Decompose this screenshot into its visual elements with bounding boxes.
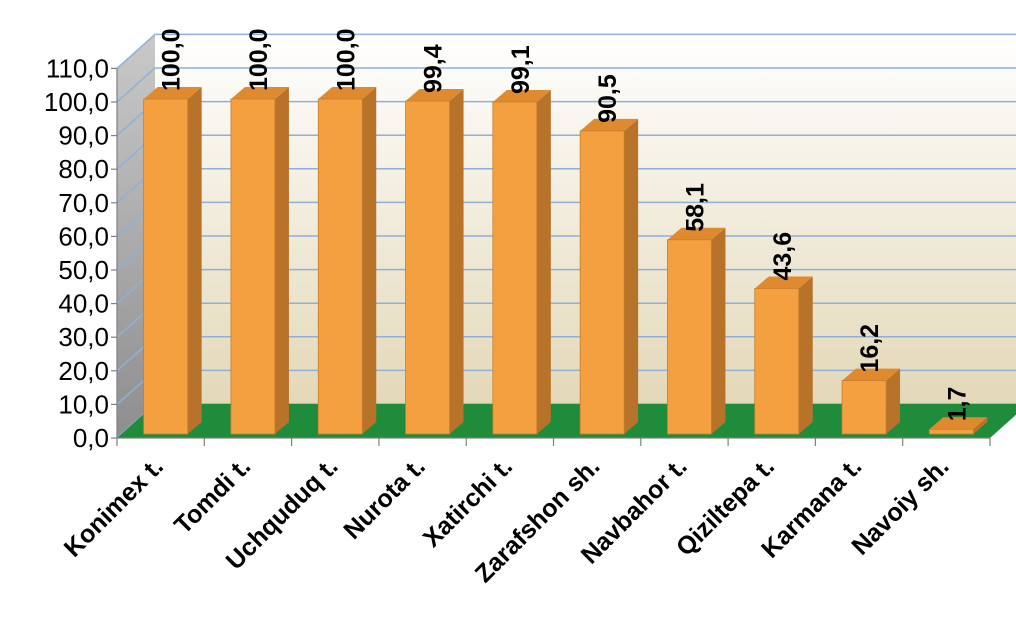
bar-top — [230, 87, 289, 99]
y-tick-label: 40,0 — [58, 289, 109, 319]
bar-side — [449, 89, 464, 435]
y-tick-label: 100,0 — [44, 87, 109, 117]
y-tick-label: 20,0 — [58, 356, 109, 386]
x-axis: Konimex t. Tomdi t.Uchquduq t.Nurota t.Xa… — [59, 437, 991, 588]
bar-front — [667, 239, 712, 435]
bar — [317, 87, 377, 435]
bar-side — [274, 87, 289, 434]
bar-side — [973, 417, 988, 434]
y-tick-label: 80,0 — [58, 154, 109, 184]
data-label: 16,2 — [856, 324, 884, 373]
bar — [230, 87, 289, 435]
bar-front — [928, 428, 974, 435]
x-tick-label: Konimex t. — [59, 452, 169, 562]
data-labels: 100,0 100,0 100,0 99,4 99,1 90,5 58,1 43,6 16,2 1… — [158, 28, 972, 421]
x-tick-label: Tomdi t. — [169, 452, 256, 539]
bar-side — [624, 118, 639, 435]
data-label: 99,4 — [420, 44, 448, 93]
y-tick-label: 0,0 — [73, 423, 109, 453]
y-tick-label: 110,0 — [46, 53, 109, 83]
bar — [841, 368, 901, 435]
bar — [579, 118, 639, 435]
bar-front — [492, 101, 538, 435]
bar-side — [536, 90, 551, 435]
y-tick-label: 70,0 — [58, 188, 109, 218]
gridline — [116, 67, 1016, 103]
data-label: 58,1 — [681, 183, 709, 232]
bar-top — [405, 89, 464, 102]
data-label: 43,6 — [769, 232, 797, 281]
y-tick-label: 50,0 — [58, 255, 109, 285]
y-tick-label: 60,0 — [58, 221, 109, 251]
bar — [492, 90, 551, 435]
bar-side — [711, 227, 726, 434]
bar-side — [187, 87, 202, 434]
bar-front — [579, 130, 625, 435]
bar — [143, 87, 202, 435]
y-axis: 0,0 10,020,0 30,040,0 50,0 60,070,0 80,090,0 1… — [44, 53, 118, 453]
bar-front — [317, 98, 363, 435]
bar — [928, 417, 988, 435]
data-label: 1,7 — [943, 387, 971, 422]
bar-side — [886, 368, 901, 434]
bar-top — [492, 90, 551, 103]
y-tick-label: 30,0 — [58, 322, 109, 352]
bar — [405, 89, 464, 435]
bar-front — [143, 98, 189, 435]
x-tick-label: Nurota t. — [338, 452, 430, 544]
y-tick-label: 10,0 — [58, 389, 109, 419]
bar-top — [667, 227, 726, 240]
data-label: 100,0 — [245, 28, 273, 91]
bar-top — [929, 417, 988, 430]
bar-top — [318, 87, 377, 99]
bar-front — [230, 98, 276, 435]
bar-top — [754, 276, 813, 289]
y-tick-label: 90,0 — [58, 121, 109, 151]
data-label: 90,5 — [594, 74, 622, 123]
bar — [754, 276, 813, 435]
bar — [667, 227, 726, 435]
bar-front — [841, 380, 887, 435]
bar-side — [362, 87, 377, 434]
data-label: 100,0 — [158, 28, 186, 91]
bar-front — [754, 288, 800, 435]
data-label: 100,0 — [332, 28, 360, 91]
bar-top — [842, 368, 901, 381]
gridline — [116, 33, 1016, 69]
bars — [143, 87, 988, 435]
bar-side — [798, 276, 813, 434]
bar-top — [143, 87, 202, 99]
data-label: 99,1 — [507, 45, 535, 94]
bar-top — [580, 118, 639, 131]
bar-front — [405, 100, 450, 435]
